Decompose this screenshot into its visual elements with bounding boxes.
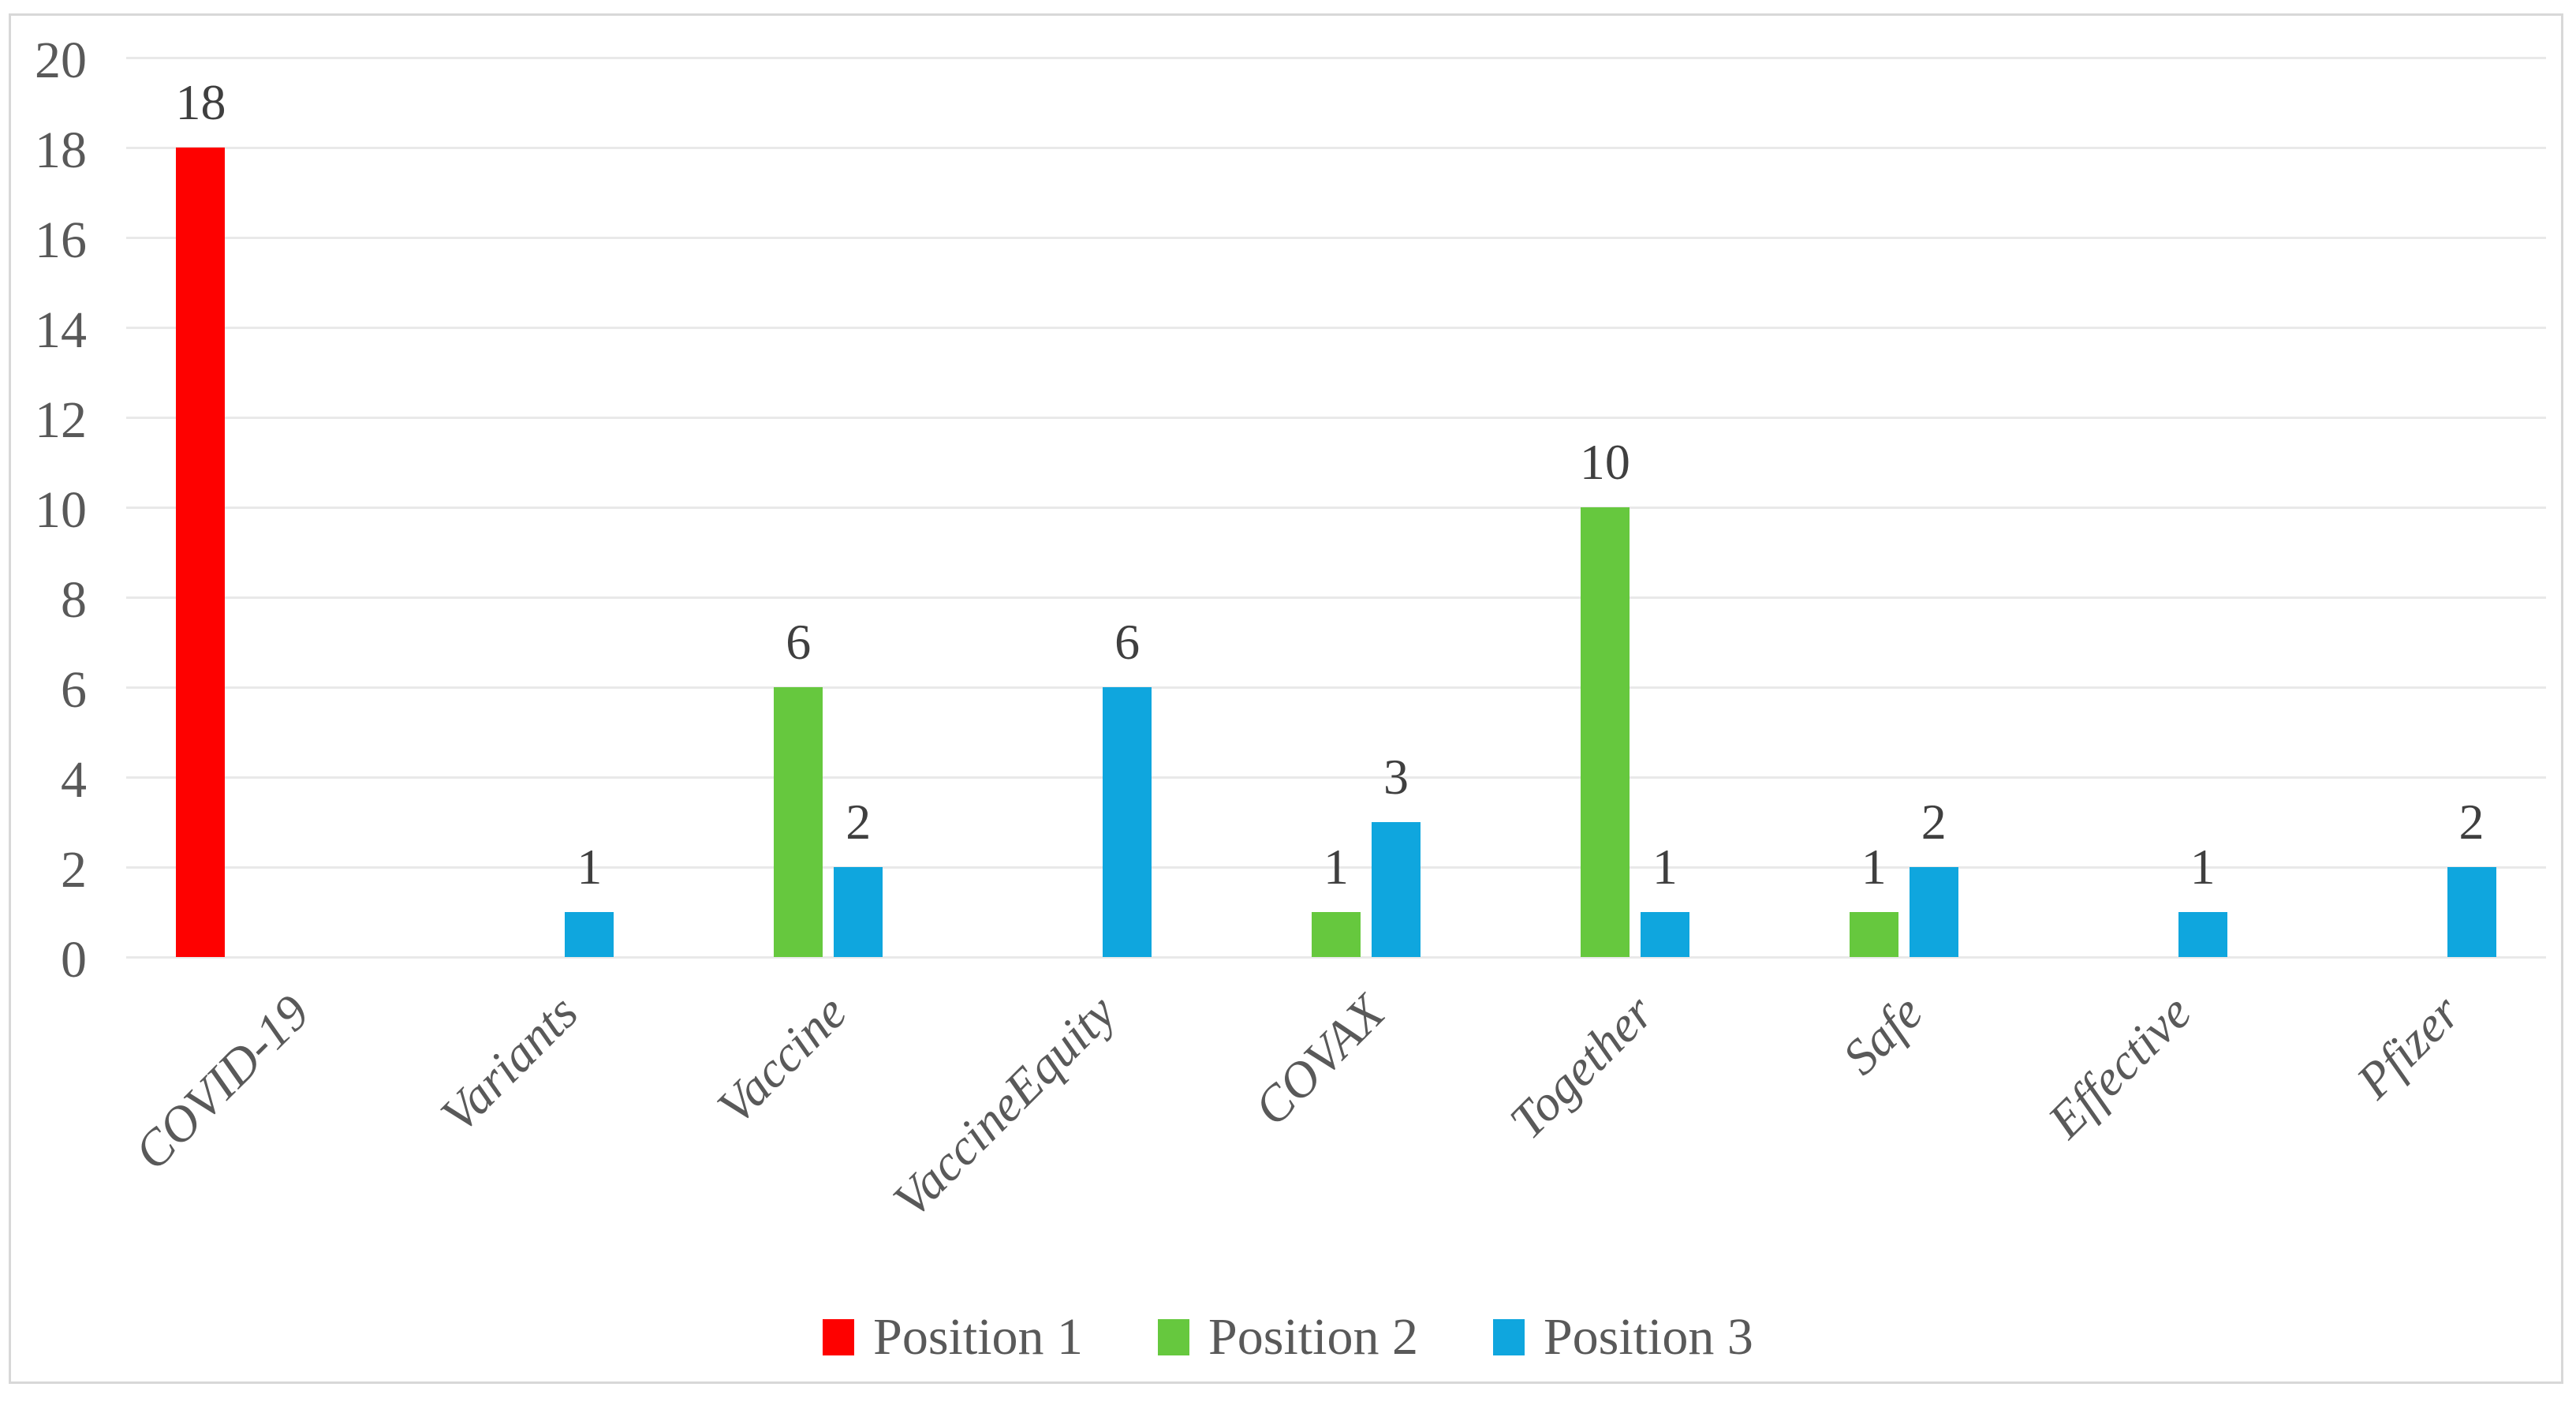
x-axis-category-label: Together xyxy=(1498,984,1664,1150)
bar-safe-position-3 xyxy=(1909,867,1958,957)
legend-swatch xyxy=(1158,1319,1190,1355)
y-axis-tick-label: 20 xyxy=(35,32,87,89)
data-label: 1 xyxy=(1861,839,1887,895)
gridline xyxy=(126,866,2546,869)
data-label: 1 xyxy=(1652,839,1678,895)
x-axis-category-label: Vaccine xyxy=(706,984,857,1135)
x-axis-category-label: COVAX xyxy=(1242,984,1395,1136)
legend-swatch xyxy=(823,1319,855,1355)
data-label: 2 xyxy=(1921,794,1947,850)
y-axis-tick-label: 8 xyxy=(61,571,87,629)
legend-label: Position 2 xyxy=(1208,1308,1418,1366)
gridline xyxy=(126,237,2546,239)
gridline xyxy=(126,507,2546,509)
x-axis-category-label: VaccineEquity xyxy=(882,984,1126,1228)
bar-covax-position-3 xyxy=(1372,822,1421,957)
data-label: 18 xyxy=(175,74,226,130)
gridline xyxy=(126,327,2546,329)
gridline xyxy=(126,417,2546,419)
legend-item-position-1: Position 1 xyxy=(823,1306,1083,1369)
bar-together-position-2 xyxy=(1580,507,1630,957)
bar-vaccineequity-position-3 xyxy=(1103,687,1152,957)
y-axis-tick-label: 2 xyxy=(61,841,87,899)
x-axis-category-label: Effective xyxy=(2037,984,2202,1149)
bar-safe-position-2 xyxy=(1849,912,1898,957)
legend-item-position-2: Position 2 xyxy=(1158,1306,1418,1369)
data-label: 3 xyxy=(1383,749,1409,805)
x-axis-category-label: COVID-19 xyxy=(123,984,319,1181)
x-axis-category-label: Safe xyxy=(1831,984,1933,1086)
y-axis-tick-label: 10 xyxy=(35,481,87,539)
x-axis-category-label: Pfizer xyxy=(2345,984,2471,1109)
data-label: 6 xyxy=(1114,614,1141,670)
chart-frame xyxy=(9,13,2563,1384)
gridline xyxy=(126,686,2546,689)
bar-vaccine-position-2 xyxy=(774,687,823,957)
gridline xyxy=(126,57,2546,59)
x-axis-category-label: Variants xyxy=(429,984,588,1143)
bar-pfizer-position-3 xyxy=(2447,867,2496,957)
y-axis-tick-label: 14 xyxy=(35,301,87,359)
bar-vaccine-position-3 xyxy=(834,867,883,957)
gridline xyxy=(126,596,2546,599)
data-label: 1 xyxy=(2190,839,2216,895)
legend: Position 1 Position 2 Position 3 xyxy=(0,1298,2576,1377)
legend-swatch xyxy=(1492,1319,1525,1355)
legend-item-position-3: Position 3 xyxy=(1492,1306,1753,1369)
data-label: 10 xyxy=(1579,434,1630,490)
data-label: 1 xyxy=(1323,839,1349,895)
data-label: 2 xyxy=(846,794,872,850)
y-axis-tick-label: 4 xyxy=(61,751,87,809)
y-axis-tick-label: 16 xyxy=(35,211,87,269)
legend-label: Position 3 xyxy=(1543,1308,1753,1366)
gridline xyxy=(126,956,2546,959)
bar-covid-19-position-1 xyxy=(176,148,226,957)
legend-label: Position 1 xyxy=(873,1308,1084,1366)
bar-variants-position-3 xyxy=(565,912,614,957)
gridline xyxy=(126,147,2546,149)
y-axis-tick-label: 18 xyxy=(35,122,87,179)
bar-covax-position-2 xyxy=(1312,912,1361,957)
gridline xyxy=(126,776,2546,779)
data-label: 1 xyxy=(577,839,603,895)
y-axis-tick-label: 6 xyxy=(61,661,87,719)
bar-effective-position-3 xyxy=(2178,912,2227,957)
y-axis-tick-label: 0 xyxy=(61,931,87,989)
y-axis-tick-label: 12 xyxy=(35,391,87,449)
bar-together-position-3 xyxy=(1640,912,1689,957)
data-label: 6 xyxy=(786,614,812,670)
data-label: 2 xyxy=(2458,794,2485,850)
